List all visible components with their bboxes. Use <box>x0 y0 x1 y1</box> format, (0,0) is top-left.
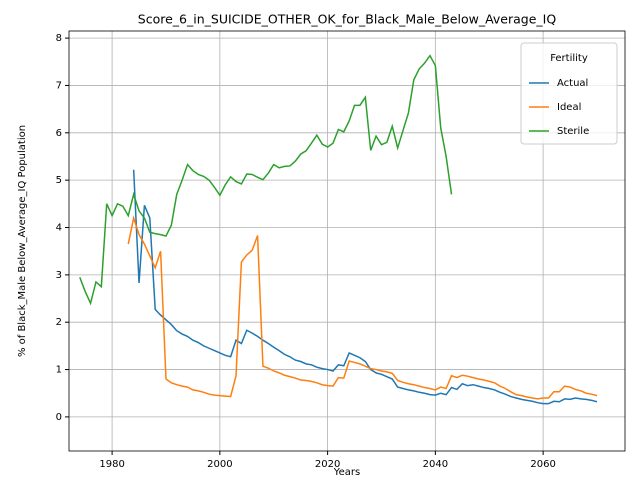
y-tick-label: 2 <box>56 317 62 328</box>
line <box>79 54 453 306</box>
x-tick-label: 2000 <box>207 459 232 470</box>
legend-title: Fertility <box>550 53 588 64</box>
y-tick-label: 3 <box>56 270 62 281</box>
y-tick-label: 5 <box>56 175 62 186</box>
x-axis-label: Years <box>333 467 360 478</box>
y-axis-label: % of Black_Male Below_Average_IQ Populat… <box>17 125 28 357</box>
legend-label: Actual <box>557 78 588 89</box>
y-tick-label: 6 <box>56 128 62 139</box>
x-tick-label: 1980 <box>99 459 124 470</box>
legend-label: Ideal <box>557 102 581 113</box>
y-tick-label: 1 <box>56 365 62 376</box>
plot-frame <box>68 30 626 452</box>
y-tick-label: 0 <box>56 412 62 423</box>
chart-title: Score_6_in_SUICIDE_OTHER_OK_for_Black_Ma… <box>138 12 557 27</box>
legend-box <box>520 42 618 145</box>
y-tick-label: 8 <box>56 33 62 44</box>
x-tick-label: 2020 <box>315 459 340 470</box>
legend-label: Sterile <box>557 126 589 137</box>
x-tick-label: 2060 <box>530 459 555 470</box>
y-tick-label: 7 <box>56 80 62 91</box>
line <box>127 215 598 400</box>
y-tick-label: 4 <box>56 223 62 234</box>
x-tick-label: 2040 <box>423 459 448 470</box>
line <box>132 169 598 405</box>
